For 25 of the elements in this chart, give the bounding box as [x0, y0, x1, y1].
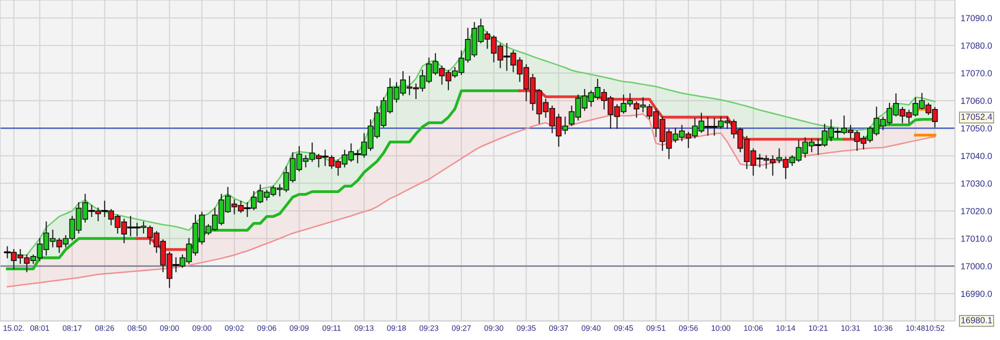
candlestick — [88, 204, 96, 218]
candlestick — [4, 246, 11, 258]
y-tick-label: 17080.0 — [961, 42, 992, 49]
y-tick-label: 17000.0 — [961, 263, 992, 270]
candlestick — [354, 150, 361, 164]
candlestick — [172, 257, 180, 272]
candlestick — [101, 200, 108, 218]
candlestick — [756, 154, 764, 168]
y-tick-label: 17090.0 — [961, 14, 992, 22]
text: 16980.1 — [961, 317, 992, 324]
candlestick — [95, 208, 102, 222]
candlestick — [834, 128, 841, 138]
y-tick-label: 17020.0 — [961, 208, 992, 214]
candlestick — [244, 202, 251, 218]
y-tick-label: 17050.0 — [961, 125, 992, 132]
y-tick-label: 17070.0 — [961, 70, 992, 76]
candlestick — [322, 150, 329, 166]
candlestick — [503, 43, 510, 71]
y-tick-label: 17060.0 — [961, 98, 992, 104]
y-tick-label: 17010.0 — [961, 236, 992, 242]
y-tick-label: 17030.0 — [961, 180, 992, 187]
candlestick — [814, 138, 822, 155]
y-tick-label: 17040.0 — [961, 152, 992, 160]
text: 17052.4 — [961, 114, 992, 120]
y-tick-label: 16990.0 — [961, 290, 992, 297]
